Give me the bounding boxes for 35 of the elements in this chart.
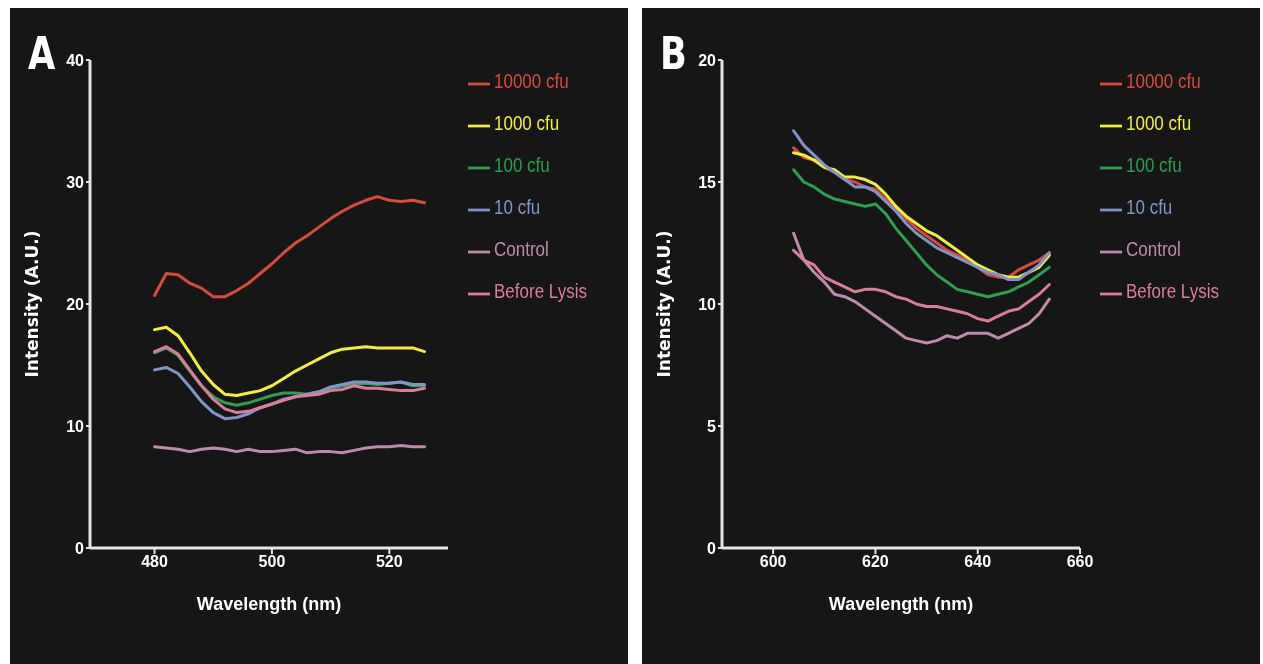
legend-label: Before Lysis (494, 279, 587, 304)
legend-label: 100 cfu (1126, 153, 1182, 178)
y-tick-label: 5 (707, 417, 717, 435)
legend-label: 10000 cfu (494, 69, 569, 94)
x-axis-title: Wavelength (nm) (196, 594, 342, 614)
y-tick-label: 10 (698, 295, 717, 313)
legend-label: 10 cfu (1126, 195, 1173, 220)
legend-label: 100 cfu (494, 153, 550, 178)
y-tick-label: 40 (66, 51, 85, 69)
legend-label: Control (1126, 237, 1181, 262)
legend-label: Control (494, 237, 549, 262)
x-tick-label: 620 (862, 553, 889, 571)
x-axis-title: Wavelength (nm) (828, 594, 974, 614)
legend-label: 1000 cfu (1126, 111, 1192, 136)
y-tick-label: 20 (66, 295, 85, 313)
x-tick-label: 640 (964, 553, 992, 571)
y-tick-label: 30 (66, 173, 85, 191)
x-tick-label: 660 (1066, 553, 1094, 571)
legend-label: 10 cfu (494, 195, 541, 220)
y-tick-label: 20 (698, 51, 717, 69)
x-tick-label: 520 (375, 553, 403, 571)
y-axis-title: Intensity (A.U.) (22, 230, 43, 378)
x-tick-label: 600 (759, 553, 787, 571)
x-tick-label: 480 (141, 553, 168, 571)
x-tick-label: 500 (258, 553, 286, 571)
legend-label: 10000 cfu (1126, 69, 1201, 94)
y-tick-label: 0 (75, 539, 85, 557)
y-tick-label: 0 (707, 539, 717, 557)
y-axis-title: Intensity (A.U.) (654, 230, 675, 378)
legend-label: 1000 cfu (494, 111, 560, 136)
chart-title: B (660, 28, 687, 79)
legend-label: Before Lysis (1126, 279, 1219, 304)
chart-title: A (28, 28, 56, 79)
y-tick-label: 15 (698, 173, 717, 191)
y-tick-label: 10 (66, 417, 85, 435)
